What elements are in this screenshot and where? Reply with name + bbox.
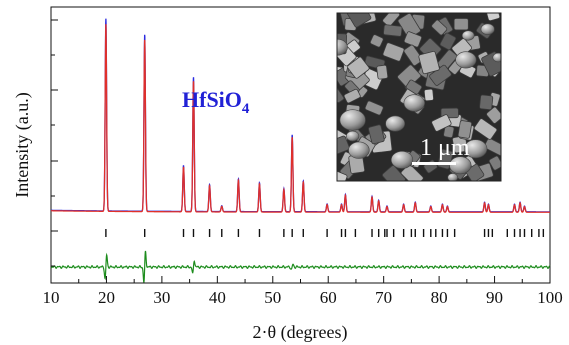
sem-grain-round <box>403 94 425 112</box>
sem-grain <box>443 125 455 139</box>
sem-grain <box>343 88 361 104</box>
sem-grain <box>405 79 423 95</box>
x-tick-label: 80 <box>431 288 448 307</box>
sem-grain <box>346 13 372 28</box>
sem-grain <box>453 18 469 31</box>
sem-grain-round <box>339 109 366 131</box>
sem-grain <box>382 165 406 181</box>
sem-grain-round <box>348 141 370 159</box>
sem-grain-round <box>449 156 472 175</box>
sem-grain <box>457 120 473 139</box>
x-tick-label: 30 <box>153 288 170 307</box>
x-axis-label: 2·θ (degrees) <box>252 322 347 343</box>
scale-bar <box>412 162 456 165</box>
sem-grain <box>439 32 457 51</box>
sem-grain <box>364 100 384 116</box>
x-tick-label: 20 <box>98 288 115 307</box>
x-tick-label: 90 <box>486 288 503 307</box>
sem-grain-round <box>346 130 360 142</box>
x-tick-label: 10 <box>43 288 60 307</box>
sem-grain <box>423 88 434 102</box>
sem-grain <box>479 94 494 111</box>
x-tick-label: 50 <box>264 288 281 307</box>
calculated-pattern-line <box>51 24 550 213</box>
sem-grain <box>383 24 403 37</box>
sem-grain-round <box>463 139 488 159</box>
compound-label-subscript: 4 <box>242 101 250 117</box>
sem-grain <box>486 106 501 124</box>
y-axis-label: Intensity (a.u.) <box>12 92 33 197</box>
x-axis-ticks: 10 20 30 40 50 60 70 80 90 100 <box>43 276 563 307</box>
calculated-pattern-layer <box>51 24 550 213</box>
difference-curve-line <box>50 250 551 283</box>
sem-grain <box>403 44 423 66</box>
sem-grain <box>483 137 501 157</box>
sem-grain <box>376 64 389 80</box>
sem-grain-round <box>492 52 501 63</box>
compound-label: HfSiO4 <box>182 87 250 117</box>
sem-grain-round <box>461 30 475 41</box>
bragg-ticks-layer <box>105 229 545 237</box>
x-tick-label: 60 <box>320 288 337 307</box>
sem-inset: 1 μm <box>336 12 502 182</box>
sem-grain <box>431 114 452 132</box>
sem-grain-round <box>390 150 414 169</box>
compound-label-base: HfSiO <box>182 87 242 112</box>
x-tick-label: 70 <box>375 288 392 307</box>
sem-grain <box>418 50 440 75</box>
sem-grain-round <box>455 51 477 69</box>
sem-grain <box>473 118 498 140</box>
sem-grain <box>337 86 345 103</box>
sem-grain <box>347 56 370 79</box>
y-axis-ticks <box>51 19 58 267</box>
sem-grain-round <box>385 115 406 132</box>
sem-grain <box>369 34 384 48</box>
x-tick-label: 100 <box>537 288 563 307</box>
sem-inset-border <box>336 12 502 182</box>
sem-grain <box>382 42 405 62</box>
sem-grain <box>368 124 385 145</box>
sem-grain-round <box>480 23 495 35</box>
difference-curve-layer <box>50 250 551 283</box>
sem-grain <box>431 19 448 36</box>
sem-grain <box>403 31 423 48</box>
x-tick-label: 40 <box>209 288 226 307</box>
sem-grain-round <box>447 173 458 181</box>
scale-bar-label: 1 μm <box>420 135 470 161</box>
sem-grain <box>488 155 501 171</box>
